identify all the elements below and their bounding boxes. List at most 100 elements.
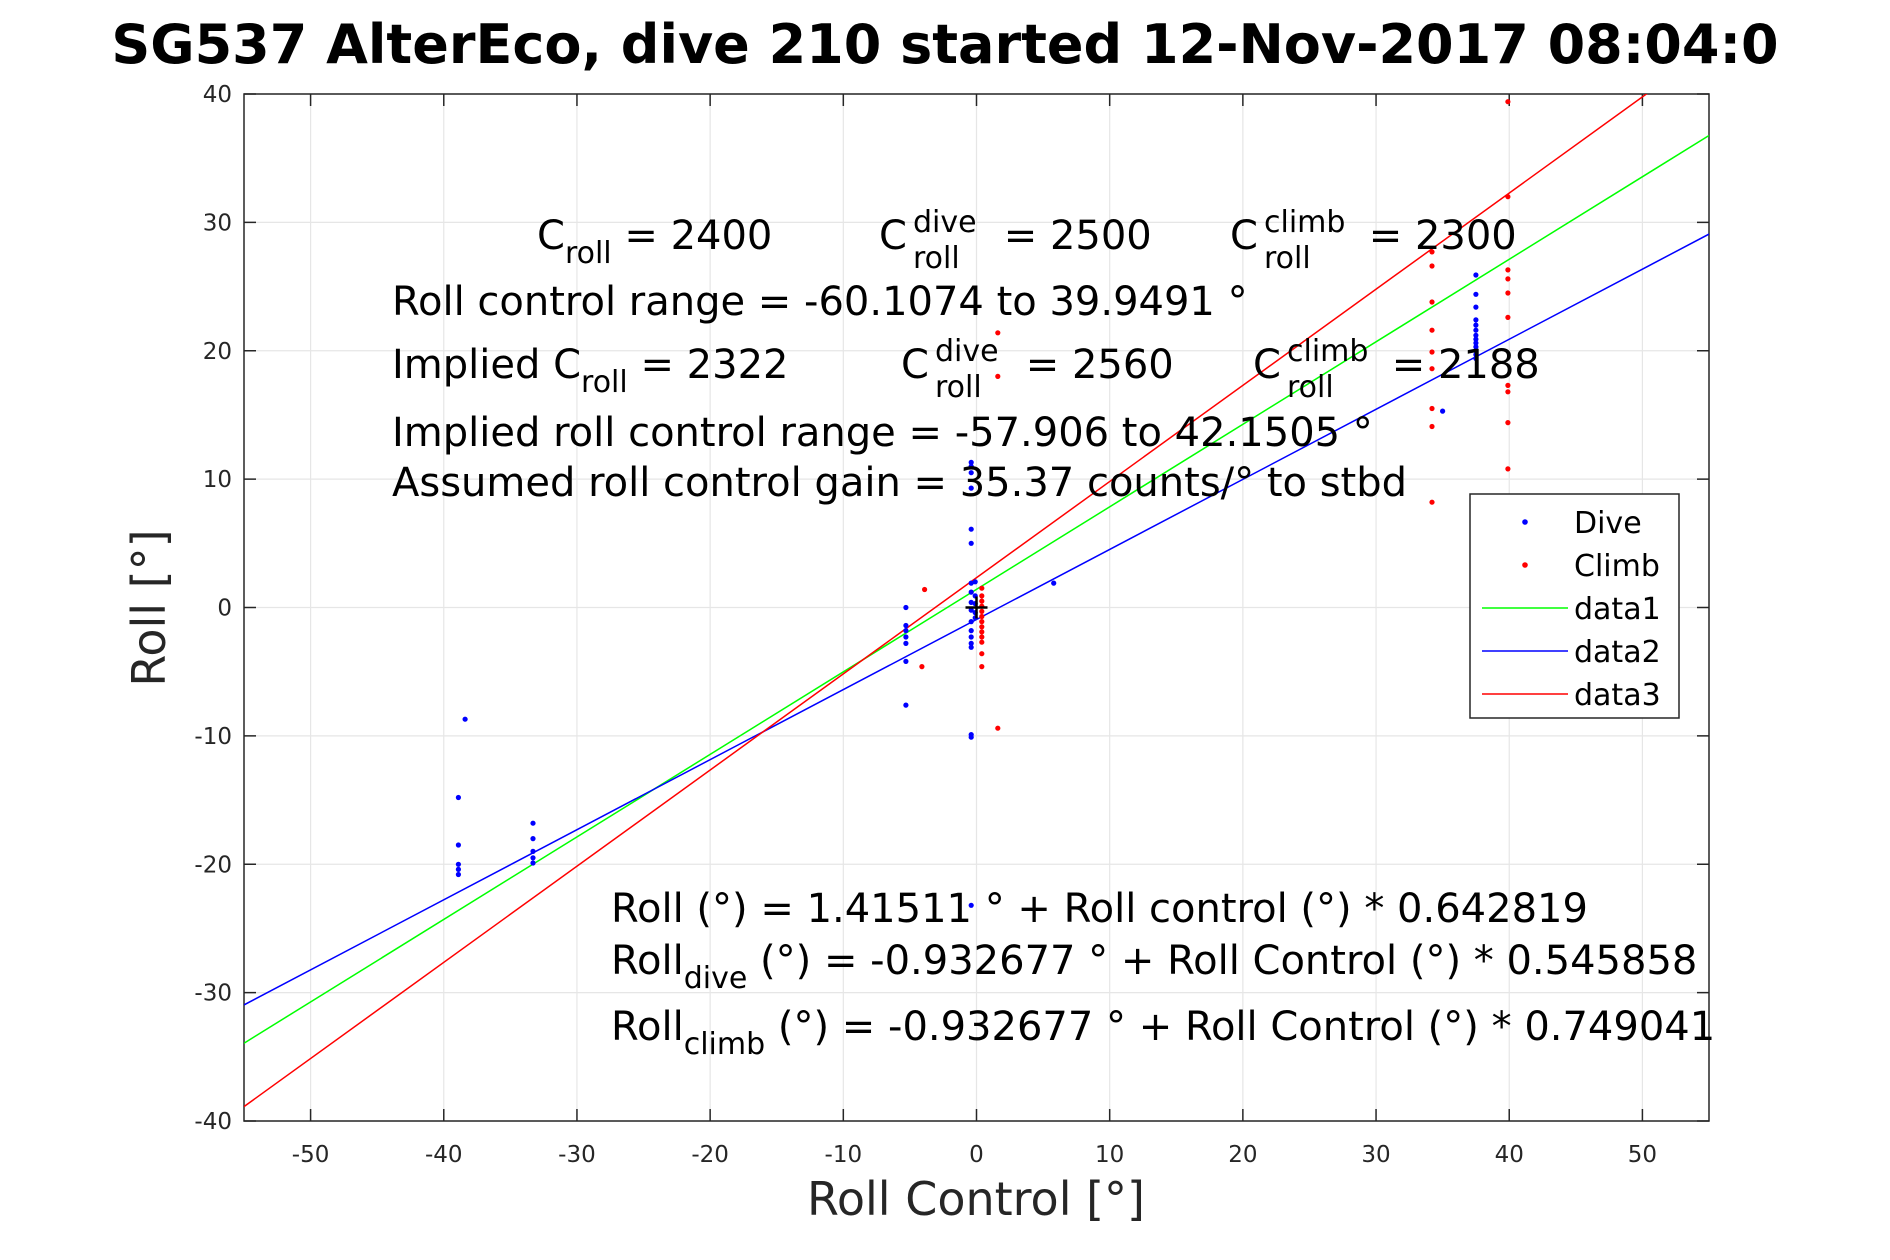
x-tick-label: -40 <box>425 1142 463 1168</box>
fit-equation-climb: Rollclimb (°) = -0.932677 ° + Roll Contr… <box>611 1004 1715 1062</box>
legend-swatch-dive <box>1522 519 1528 525</box>
fit-line-data1 <box>244 134 1709 1044</box>
dive-point <box>968 640 974 647</box>
dive-point <box>1473 322 1479 328</box>
legend: Dive Climb data1 data2 data3 <box>1469 493 1680 719</box>
climb-point <box>979 624 985 630</box>
axis-ticks <box>244 93 1709 1122</box>
y-tick-label: 40 <box>203 82 232 108</box>
dive-point <box>1473 355 1479 362</box>
dive-point <box>1473 272 1479 278</box>
climb-point <box>1505 99 1511 105</box>
climb-point <box>979 593 985 599</box>
climb-point <box>1429 349 1435 355</box>
climb-point <box>1505 276 1511 282</box>
annotation-implied-croll: Implied Croll = 2322 <box>392 342 788 400</box>
annotation-implied-range: Implied roll control range = -57.906 to … <box>392 410 1373 456</box>
climb-point <box>1505 314 1511 320</box>
dive-point <box>1051 580 1057 586</box>
x-tick-label: -50 <box>292 1142 330 1168</box>
climb-point <box>1429 405 1435 412</box>
legend-label-climb: Climb <box>1574 549 1660 584</box>
dive-point <box>1473 352 1479 358</box>
dive-point <box>968 463 974 469</box>
climb-point <box>979 629 985 635</box>
climb-point <box>1505 420 1511 426</box>
dive-point <box>968 607 974 613</box>
climb-point <box>1429 299 1435 305</box>
x-tick-label: -20 <box>691 1142 729 1168</box>
dive-point <box>968 589 974 595</box>
y-tick-label: 30 <box>203 210 232 236</box>
dive-point <box>1473 344 1479 350</box>
dive-point <box>1473 340 1479 346</box>
climb-point <box>1429 366 1435 372</box>
legend-label-data1: data1 <box>1574 592 1661 627</box>
dive-point <box>455 866 461 873</box>
climb-point <box>995 725 1001 731</box>
chart-title: SG537 AlterEco, dive 210 started 12-Nov-… <box>111 13 1778 76</box>
y-tick-label: 0 <box>217 596 232 622</box>
dive-point <box>903 640 909 647</box>
dive-point <box>462 716 468 722</box>
climb-point <box>979 613 985 620</box>
data-points <box>455 99 1511 908</box>
dive-point <box>903 604 909 611</box>
dive-point <box>968 644 974 650</box>
dive-point <box>903 702 909 708</box>
dive-point <box>968 485 974 491</box>
x-axis-label: Roll Control [°] <box>807 1172 1145 1226</box>
origin-marker <box>965 596 988 619</box>
dive-point <box>968 902 974 908</box>
y-tick-label: -30 <box>194 981 232 1007</box>
dive-point <box>972 579 978 585</box>
legend-label-dive: Dive <box>1574 506 1642 541</box>
dive-point <box>968 619 974 625</box>
dive-point <box>1473 291 1479 297</box>
dive-point <box>968 540 974 546</box>
dive-point <box>968 470 974 476</box>
y-tick-label: -10 <box>194 724 232 750</box>
legend-label-data3: data3 <box>1574 678 1661 713</box>
climb-point <box>1429 249 1435 255</box>
dive-point <box>530 848 536 855</box>
dive-point <box>530 855 536 861</box>
dive-point <box>903 628 909 634</box>
climb-point <box>1429 499 1435 505</box>
y-tick-label: -40 <box>194 1109 232 1135</box>
dive-point <box>903 658 909 665</box>
dive-point <box>455 794 461 801</box>
legend-label-data2: data2 <box>1574 635 1661 670</box>
x-tick-labels: -50 -40 -30 -20 -10 0 10 20 30 40 50 <box>292 1142 1657 1168</box>
dive-point <box>968 734 974 740</box>
x-tick-label: 20 <box>1228 1142 1257 1168</box>
legend-items: Dive Climb data1 data2 data3 <box>1482 506 1661 713</box>
dive-point <box>1473 348 1479 354</box>
dive-point <box>968 628 974 634</box>
legend-swatch-climb <box>1522 562 1528 568</box>
dive-point <box>1473 327 1479 333</box>
climb-point <box>1505 267 1511 273</box>
x-tick-label: 10 <box>1095 1142 1124 1168</box>
climb-point <box>1429 423 1435 430</box>
y-tick-labels: -40 -30 -20 -10 0 10 20 30 40 <box>194 82 232 1135</box>
climb-point <box>979 585 985 591</box>
climb-point <box>979 651 985 657</box>
climb-point <box>979 639 985 645</box>
x-tick-label: -10 <box>825 1142 863 1168</box>
climb-point <box>1429 263 1435 269</box>
dive-point <box>968 526 974 532</box>
annotation-gain: Assumed roll control gain = 35.37 counts… <box>392 460 1407 506</box>
dive-point <box>530 860 536 866</box>
fit-line-data3 <box>244 94 1648 1108</box>
climb-point <box>1505 382 1511 388</box>
climb-point <box>979 619 985 625</box>
y-axis-label: Roll [°] <box>122 529 176 686</box>
climb-point <box>1505 389 1511 395</box>
climb-point <box>1505 290 1511 296</box>
climb-point <box>979 598 985 604</box>
